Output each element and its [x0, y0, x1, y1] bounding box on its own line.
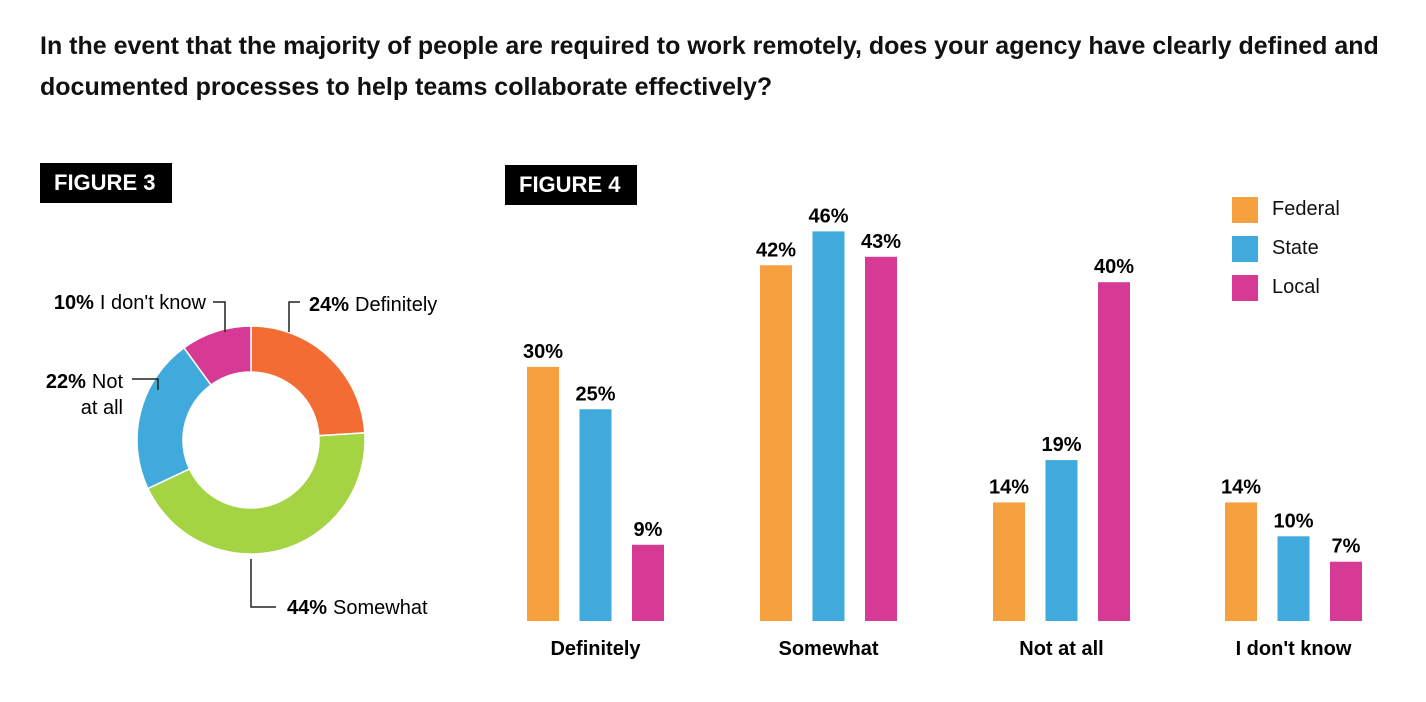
figure-3-badge: FIGURE 3 — [40, 163, 172, 203]
legend-item-state: State — [1232, 229, 1340, 268]
label-definitely-text: Definitely — [355, 294, 437, 316]
bar-somewhat-federal — [760, 265, 792, 621]
category-label-i-don-t-know: I don't know — [1236, 638, 1352, 660]
legend-item-federal: Federal — [1232, 190, 1340, 229]
label-not-at-all-line2: at all — [81, 397, 123, 419]
page-title: In the event that the majority of people… — [40, 32, 1379, 101]
bar-i-don-t-know-federal — [1225, 502, 1257, 621]
bar-value-label-not-at-all-state: 19% — [1041, 434, 1081, 456]
bar-not-at-all-federal — [993, 502, 1025, 621]
category-label-somewhat: Somewhat — [778, 638, 878, 660]
bar-value-label-somewhat-local: 43% — [861, 231, 901, 253]
bar-value-label-not-at-all-local: 40% — [1094, 256, 1134, 278]
bar-value-label-i-don-t-know-federal: 14% — [1221, 476, 1261, 498]
legend-swatch-local — [1232, 274, 1258, 301]
label-somewhat-text: Somewhat — [333, 597, 428, 619]
bar-value-label-definitely-local: 9% — [634, 519, 663, 541]
legend-label-federal: Federal — [1272, 198, 1340, 220]
leader-line-not-at-all — [132, 378, 159, 390]
leader-line-dont-know — [213, 301, 226, 332]
leader-line-somewhat — [250, 559, 276, 608]
bar-i-don-t-know-local — [1330, 561, 1362, 621]
bar-value-label-not-at-all-federal: 14% — [989, 476, 1029, 498]
label-somewhat: 44% Somewhat — [287, 597, 428, 619]
category-label-not-at-all: Not at all — [1019, 638, 1103, 660]
donut-slice-i-don-t-know — [182, 325, 252, 387]
label-dont-know: 10% I don't know — [54, 292, 207, 314]
bar-value-label-somewhat-state: 46% — [808, 205, 848, 227]
bar-value-label-i-don-t-know-local: 7% — [1332, 536, 1361, 558]
bar-definitely-federal — [527, 366, 559, 621]
label-dont-know-text: I don't know — [100, 292, 207, 314]
label-not-at-all-pct: 22% — [46, 371, 86, 393]
bar-somewhat-local — [865, 256, 897, 621]
label-definitely: 24% Definitely — [309, 294, 437, 316]
label-not-at-all-text: Not — [92, 371, 124, 393]
donut-slice-definitely — [250, 325, 366, 437]
legend-item-local: Local — [1232, 268, 1340, 307]
figure-4-badge: FIGURE 4 — [505, 165, 637, 205]
label-somewhat-pct: 44% — [287, 597, 327, 619]
label-dont-know-pct: 10% — [54, 292, 94, 314]
label-definitely-pct: 24% — [309, 294, 349, 316]
leader-line-definitely — [288, 301, 300, 332]
bar-value-label-i-don-t-know-state: 10% — [1273, 510, 1313, 532]
bar-definitely-local — [632, 544, 664, 621]
bar-not-at-all-local — [1098, 282, 1130, 621]
legend-label-state: State — [1272, 237, 1319, 259]
bar-i-don-t-know-state — [1277, 536, 1310, 621]
legend: Federal State Local — [1232, 190, 1340, 307]
bar-chart: 30% 25% 9% Definitely 42% 46% 43% Somewhat 14% 19… — [523, 205, 1362, 660]
bar-somewhat-state — [812, 231, 845, 621]
bar-value-label-somewhat-federal: 42% — [756, 239, 796, 261]
bar-definitely-state — [579, 409, 612, 621]
legend-label-local: Local — [1272, 276, 1320, 298]
legend-swatch-state — [1232, 235, 1258, 262]
category-label-definitely: Definitely — [550, 638, 641, 660]
bar-value-label-definitely-state: 25% — [575, 383, 615, 405]
label-not-at-all: 22% Not — [46, 371, 124, 393]
donut-chart: 24% Definitely 44% Somewhat 22% Not at all … — [46, 292, 437, 619]
bar-not-at-all-state — [1045, 460, 1078, 621]
bar-value-label-definitely-federal: 30% — [523, 341, 563, 363]
legend-swatch-federal — [1232, 196, 1258, 223]
donut-slice-somewhat — [146, 432, 366, 555]
